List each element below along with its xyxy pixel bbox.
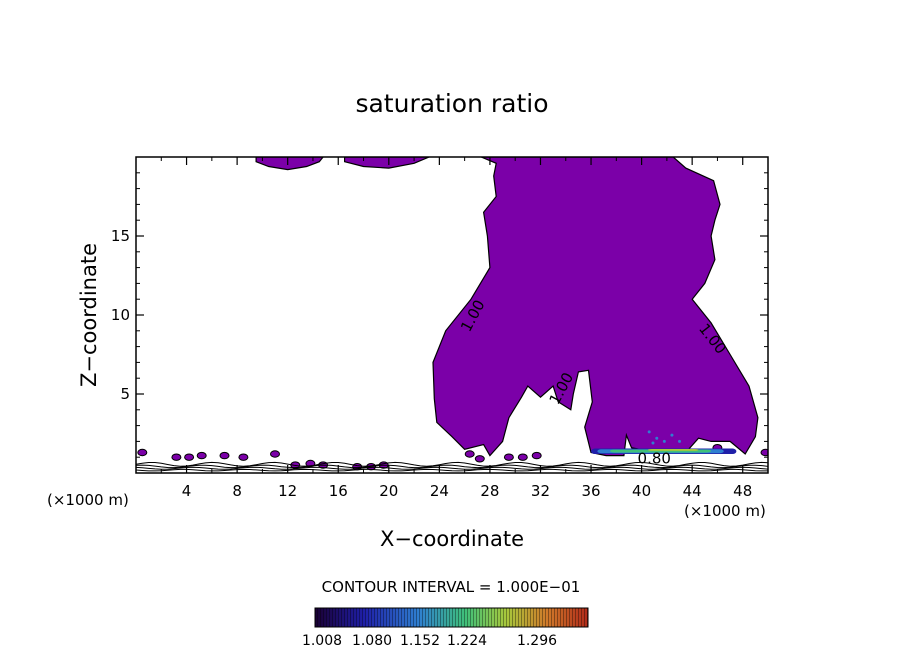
contour-interval-label: CONTOUR INTERVAL = 1.000E−01 — [322, 578, 581, 596]
saturation-speck — [662, 439, 666, 443]
x-axis: 4 8 12 16 20 24 28 32 36 40 44 48 — [160, 157, 752, 500]
subsaturated-contour-line — [136, 466, 768, 470]
x-tick-label: 32 — [531, 482, 550, 500]
y-axis: 5 10 15 — [111, 172, 768, 458]
x-tick-label: 36 — [581, 482, 600, 500]
y-tick-label: 5 — [120, 385, 130, 403]
surface-blob — [503, 453, 514, 461]
surface-blob — [184, 453, 195, 461]
y-tick-label: 10 — [111, 306, 130, 324]
x-tick-label: 28 — [480, 482, 499, 500]
x-unit-label-right: (×1000 m) — [684, 502, 766, 520]
surface-blob — [219, 451, 230, 460]
colorbar-stripes — [315, 608, 588, 627]
x-tick-label: 12 — [278, 482, 297, 500]
subsaturated-contour-line — [136, 464, 768, 469]
supersaturated-region-2 — [344, 157, 430, 169]
surface-blob — [474, 455, 485, 463]
saturation-speck — [678, 439, 682, 443]
x-tick-label: 24 — [430, 482, 449, 500]
x-tick-label: 40 — [632, 482, 651, 500]
saturation-speck — [655, 436, 659, 440]
supersaturated-region-1 — [255, 157, 324, 171]
subsaturated-contour-line — [136, 461, 768, 467]
y-axis-title: Z−coordinate — [77, 243, 101, 387]
colorbar-ticks: 1.008 1.080 1.152 1.224 1.296 — [302, 633, 557, 649]
surface-blob — [517, 453, 528, 461]
colorbar-tick-label: 1.152 — [400, 633, 440, 649]
colorbar-tick-label: 1.008 — [302, 633, 342, 649]
x-axis-title: X−coordinate — [380, 527, 524, 551]
saturation-speck — [651, 441, 655, 445]
high-saturation-core — [647, 448, 699, 451]
x-tick-label: 4 — [182, 482, 192, 500]
colorbar-tick-label: 1.080 — [352, 633, 392, 649]
x-tick-label: 20 — [379, 482, 398, 500]
surface-blob — [270, 450, 280, 458]
y-tick-label: 15 — [111, 227, 130, 245]
plot-area — [136, 157, 768, 472]
x-tick-label: 44 — [683, 482, 702, 500]
surface-blob — [137, 448, 148, 457]
contour-label: 0.80 — [638, 450, 671, 468]
surface-blob — [760, 448, 768, 457]
x-tick-label: 8 — [232, 482, 242, 500]
surface-blob — [464, 450, 475, 458]
surface-blob — [171, 453, 182, 461]
surface-blob — [531, 451, 542, 460]
chart-title: saturation ratio — [355, 89, 548, 118]
colorbar-tick-label: 1.296 — [517, 633, 557, 649]
surface-blob — [196, 451, 207, 460]
surface-blob — [238, 453, 249, 461]
supersaturated-region-3 — [432, 157, 759, 457]
x-tick-label: 48 — [733, 482, 752, 500]
x-unit-label-left: (×1000 m) — [47, 491, 129, 509]
subsaturated-contour-line — [136, 468, 768, 472]
saturation-speck — [647, 430, 651, 434]
colorbar-tick-label: 1.224 — [447, 633, 487, 649]
saturation-speck — [670, 433, 674, 437]
x-tick-label: 16 — [329, 482, 348, 500]
